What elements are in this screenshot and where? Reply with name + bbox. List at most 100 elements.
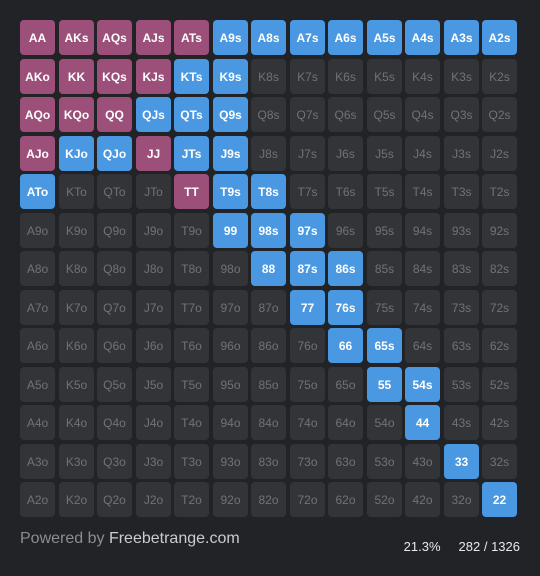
hand-cell[interactable]: T5o <box>174 367 209 402</box>
hand-cell[interactable]: 87o <box>251 290 286 325</box>
hand-cell[interactable]: AJs <box>136 20 171 55</box>
hand-cell[interactable]: 98s <box>251 213 286 248</box>
hand-cell[interactable]: A6s <box>328 20 363 55</box>
hand-cell[interactable]: KJo <box>59 136 94 171</box>
hand-cell[interactable]: 55 <box>367 367 402 402</box>
hand-cell[interactable]: 76o <box>290 328 325 363</box>
hand-cell[interactable]: A5s <box>367 20 402 55</box>
hand-cell[interactable]: J6o <box>136 328 171 363</box>
hand-cell[interactable]: 96o <box>213 328 248 363</box>
hand-cell[interactable]: T8o <box>174 251 209 286</box>
hand-cell[interactable]: 52o <box>367 482 402 517</box>
hand-cell[interactable]: K5s <box>367 59 402 94</box>
hand-cell[interactable]: J7o <box>136 290 171 325</box>
hand-cell[interactable]: Q7o <box>97 290 132 325</box>
hand-cell[interactable]: A6o <box>20 328 55 363</box>
hand-cell[interactable]: 53s <box>444 367 479 402</box>
hand-cell[interactable]: K4o <box>59 405 94 440</box>
hand-cell[interactable]: Q8o <box>97 251 132 286</box>
hand-cell[interactable]: A4s <box>405 20 440 55</box>
hand-cell[interactable]: 44 <box>405 405 440 440</box>
hand-cell[interactable]: 32s <box>482 444 517 479</box>
hand-cell[interactable]: 72s <box>482 290 517 325</box>
hand-cell[interactable]: 43o <box>405 444 440 479</box>
hand-cell[interactable]: 99 <box>213 213 248 248</box>
hand-cell[interactable]: 42s <box>482 405 517 440</box>
hand-cell[interactable]: A2o <box>20 482 55 517</box>
hand-cell[interactable]: QJs <box>136 97 171 132</box>
hand-cell[interactable]: 85o <box>251 367 286 402</box>
hand-cell[interactable]: J3o <box>136 444 171 479</box>
hand-cell[interactable]: K5o <box>59 367 94 402</box>
hand-cell[interactable]: QTo <box>97 174 132 209</box>
hand-cell[interactable]: Q2s <box>482 97 517 132</box>
hand-cell[interactable]: K9o <box>59 213 94 248</box>
hand-cell[interactable]: 64s <box>405 328 440 363</box>
hand-cell[interactable]: 97o <box>213 290 248 325</box>
hand-cell[interactable]: 63s <box>444 328 479 363</box>
hand-cell[interactable]: 65o <box>328 367 363 402</box>
hand-cell[interactable]: 85s <box>367 251 402 286</box>
hand-cell[interactable]: Q3s <box>444 97 479 132</box>
hand-cell[interactable]: 42o <box>405 482 440 517</box>
hand-cell[interactable]: 87s <box>290 251 325 286</box>
hand-cell[interactable]: A5o <box>20 367 55 402</box>
hand-cell[interactable]: 94o <box>213 405 248 440</box>
hand-cell[interactable]: 93o <box>213 444 248 479</box>
hand-cell[interactable]: T6o <box>174 328 209 363</box>
hand-cell[interactable]: AKs <box>59 20 94 55</box>
hand-cell[interactable]: Q6o <box>97 328 132 363</box>
hand-cell[interactable]: 72o <box>290 482 325 517</box>
hand-cell[interactable]: T6s <box>328 174 363 209</box>
hand-cell[interactable]: K3o <box>59 444 94 479</box>
hand-cell[interactable]: J2o <box>136 482 171 517</box>
hand-cell[interactable]: 22 <box>482 482 517 517</box>
hand-cell[interactable]: AQs <box>97 20 132 55</box>
hand-cell[interactable]: J7s <box>290 136 325 171</box>
hand-cell[interactable]: K4s <box>405 59 440 94</box>
hand-cell[interactable]: T3s <box>444 174 479 209</box>
hand-cell[interactable]: A8o <box>20 251 55 286</box>
hand-cell[interactable]: A7s <box>290 20 325 55</box>
hand-cell[interactable]: 64o <box>328 405 363 440</box>
hand-cell[interactable]: A8s <box>251 20 286 55</box>
hand-cell[interactable]: J4o <box>136 405 171 440</box>
hand-cell[interactable]: QTs <box>174 97 209 132</box>
hand-cell[interactable]: AJo <box>20 136 55 171</box>
hand-cell[interactable]: 32o <box>444 482 479 517</box>
hand-cell[interactable]: 62o <box>328 482 363 517</box>
hand-cell[interactable]: 95o <box>213 367 248 402</box>
hand-cell[interactable]: A9s <box>213 20 248 55</box>
hand-cell[interactable]: K6o <box>59 328 94 363</box>
brand-link[interactable]: Freebetrange.com <box>108 530 240 547</box>
hand-cell[interactable]: T9s <box>213 174 248 209</box>
hand-cell[interactable]: ATo <box>20 174 55 209</box>
hand-cell[interactable]: J3s <box>444 136 479 171</box>
hand-cell[interactable]: Q6s <box>328 97 363 132</box>
hand-cell[interactable]: T2s <box>482 174 517 209</box>
hand-cell[interactable]: Q7s <box>290 97 325 132</box>
hand-cell[interactable]: KJs <box>136 59 171 94</box>
hand-cell[interactable]: 86o <box>251 328 286 363</box>
hand-cell[interactable]: K6s <box>328 59 363 94</box>
hand-cell[interactable]: J6s <box>328 136 363 171</box>
hand-cell[interactable]: 43s <box>444 405 479 440</box>
hand-cell[interactable]: KTs <box>174 59 209 94</box>
hand-cell[interactable]: 62s <box>482 328 517 363</box>
hand-cell[interactable]: Q5o <box>97 367 132 402</box>
hand-cell[interactable]: T2o <box>174 482 209 517</box>
hand-cell[interactable]: Q9s <box>213 97 248 132</box>
hand-cell[interactable]: 74o <box>290 405 325 440</box>
hand-cell[interactable]: J8s <box>251 136 286 171</box>
hand-cell[interactable]: A3s <box>444 20 479 55</box>
hand-cell[interactable]: Q2o <box>97 482 132 517</box>
hand-cell[interactable]: K9s <box>213 59 248 94</box>
hand-cell[interactable]: T8s <box>251 174 286 209</box>
hand-cell[interactable]: 88 <box>251 251 286 286</box>
hand-cell[interactable]: 77 <box>290 290 325 325</box>
hand-cell[interactable]: ATs <box>174 20 209 55</box>
hand-cell[interactable]: 75s <box>367 290 402 325</box>
hand-cell[interactable]: J5s <box>367 136 402 171</box>
hand-cell[interactable]: AQo <box>20 97 55 132</box>
hand-cell[interactable]: KTo <box>59 174 94 209</box>
